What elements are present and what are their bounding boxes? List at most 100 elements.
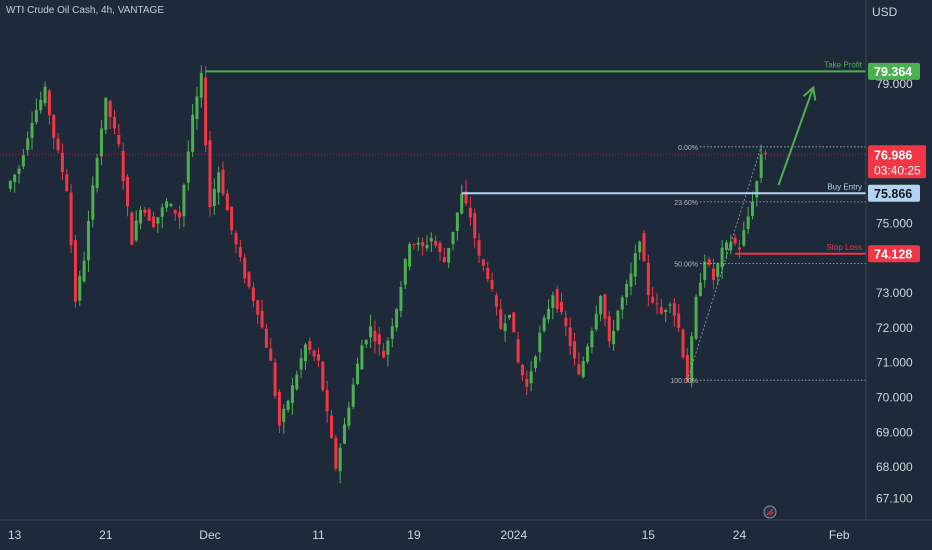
candle-body bbox=[599, 296, 603, 315]
candle-body bbox=[672, 303, 676, 316]
candle-body bbox=[52, 115, 56, 138]
candle-body bbox=[486, 268, 490, 280]
price-tag-box bbox=[868, 245, 920, 263]
fib-trend-line bbox=[686, 146, 762, 381]
candle-down bbox=[204, 65, 208, 153]
time-tick-label: 24 bbox=[733, 528, 747, 542]
candle-body bbox=[733, 237, 737, 244]
candle-up bbox=[664, 308, 668, 322]
candle-body bbox=[43, 86, 47, 104]
candle-down bbox=[117, 124, 121, 148]
candle-body bbox=[56, 138, 60, 151]
candle-up bbox=[134, 210, 138, 243]
trade-levels[interactable]: Take Profit Buy Entry Stop Loss bbox=[0, 60, 866, 255]
candle-body bbox=[334, 437, 338, 469]
candle-down bbox=[312, 349, 316, 362]
candle-body bbox=[755, 181, 759, 198]
candle-up bbox=[668, 301, 672, 314]
candle-up bbox=[186, 140, 190, 191]
candle-body bbox=[330, 415, 333, 438]
time-axis[interactable]: 13 21 Dec 11 19 2024 15 24 Feb bbox=[8, 528, 850, 542]
candle-body bbox=[620, 297, 624, 310]
candle-body bbox=[429, 237, 433, 242]
candle-down bbox=[568, 317, 572, 356]
candle-down bbox=[651, 286, 655, 305]
candle-body bbox=[612, 330, 616, 345]
price-tag-stop-loss: 74.128 bbox=[868, 245, 920, 263]
candle-up bbox=[729, 235, 733, 255]
candle-body bbox=[681, 329, 685, 358]
price-tag-box bbox=[868, 184, 920, 202]
candle-down bbox=[512, 312, 516, 333]
candle-up bbox=[369, 314, 373, 348]
candle-body bbox=[169, 203, 173, 207]
candle-body bbox=[282, 408, 286, 423]
candle-down bbox=[325, 380, 329, 423]
candle-body bbox=[390, 326, 394, 339]
price-tag-box bbox=[868, 145, 926, 179]
candle-up bbox=[703, 254, 707, 288]
currency-label[interactable]: USD bbox=[872, 5, 898, 19]
candle-body bbox=[560, 301, 564, 313]
price-tag-value: 76.986 bbox=[874, 148, 912, 162]
candle-body bbox=[720, 247, 724, 268]
candle-body bbox=[277, 392, 281, 426]
candle-body bbox=[34, 110, 38, 123]
candle-down bbox=[264, 323, 268, 349]
candle-up bbox=[620, 295, 624, 319]
candle-body bbox=[568, 327, 572, 346]
candle-body bbox=[512, 312, 516, 333]
fibonacci-retracement[interactable]: 0.00% 23.60% 50.00% 100.00% bbox=[670, 145, 866, 385]
candle-body bbox=[13, 174, 17, 183]
candle-body bbox=[616, 310, 620, 331]
candle-body bbox=[577, 364, 581, 375]
candle-down bbox=[442, 247, 446, 263]
candle-down bbox=[520, 363, 524, 382]
candle-body bbox=[99, 128, 103, 157]
candle-body bbox=[195, 96, 199, 119]
candle-up bbox=[95, 153, 99, 193]
candle-up bbox=[551, 291, 555, 320]
candle-body bbox=[685, 354, 689, 383]
candle-body bbox=[113, 116, 116, 129]
price-tick-label: 72.000 bbox=[876, 321, 913, 335]
candle-body bbox=[690, 336, 694, 383]
candle-body bbox=[460, 193, 464, 214]
candle-body bbox=[78, 276, 82, 301]
candle-down bbox=[69, 184, 73, 253]
candle-down bbox=[173, 209, 177, 221]
candle-body bbox=[425, 244, 429, 249]
candle-body bbox=[481, 259, 485, 266]
candle-up bbox=[39, 91, 43, 114]
candle-body bbox=[238, 247, 242, 258]
candle-body bbox=[499, 309, 503, 329]
candle-body bbox=[382, 350, 386, 358]
candle-body bbox=[290, 385, 294, 404]
candle-down bbox=[642, 229, 646, 262]
candle-body bbox=[408, 243, 412, 267]
candle-body bbox=[434, 240, 438, 246]
candle-body bbox=[724, 242, 728, 250]
fib-level-label: 100.00% bbox=[670, 378, 698, 385]
candle-body bbox=[399, 287, 403, 311]
candle-down bbox=[230, 206, 234, 236]
candle-up bbox=[199, 65, 203, 108]
candle-up bbox=[616, 309, 620, 332]
candle-down bbox=[672, 298, 676, 327]
settings-icon[interactable] bbox=[763, 505, 777, 519]
candle-down bbox=[121, 142, 125, 190]
candle-down bbox=[733, 234, 737, 246]
candle-up bbox=[195, 86, 199, 131]
candle-down bbox=[473, 208, 477, 248]
candle-body bbox=[8, 181, 12, 189]
candle-up bbox=[533, 354, 537, 372]
forecast-arrow[interactable] bbox=[777, 85, 817, 186]
candle-down bbox=[421, 237, 425, 256]
candle-body bbox=[65, 174, 69, 192]
candle-down bbox=[130, 211, 134, 246]
price-axis[interactable]: 67.100 68.000 69.000 70.000 71.000 72.000 73.0… bbox=[876, 77, 913, 505]
candle-up bbox=[104, 97, 108, 135]
candle-body bbox=[156, 217, 160, 224]
candle-up bbox=[356, 357, 360, 386]
